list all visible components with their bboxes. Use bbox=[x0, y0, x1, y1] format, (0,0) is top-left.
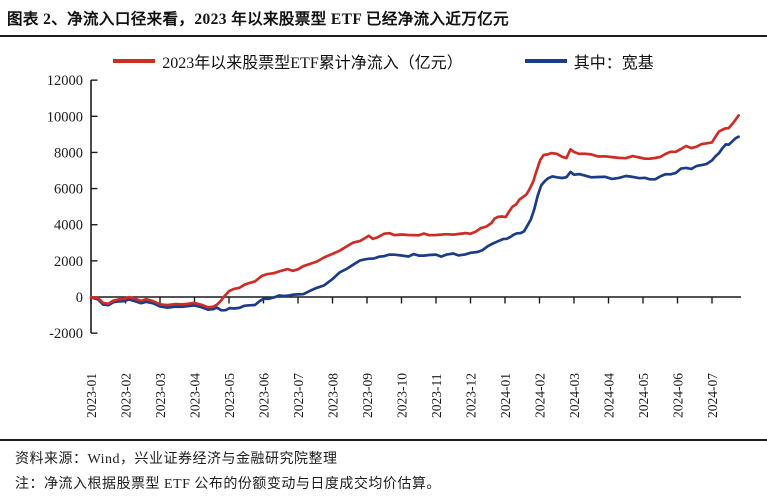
series-line-total bbox=[89, 114, 740, 309]
x-tick-label: 2023-04 bbox=[188, 373, 203, 418]
x-tick-label: 2023-12 bbox=[464, 373, 479, 418]
series-line-broad_base bbox=[89, 135, 740, 312]
source-note: 资料来源：Wind，兴业证券经济与金融研究院整理 bbox=[15, 452, 338, 467]
x-tick-label: 2023-01 bbox=[84, 373, 99, 418]
y-tick-label: 4000 bbox=[54, 218, 83, 234]
legend-label-broad-base: 其中：宽基 bbox=[573, 55, 654, 72]
x-tick-label: 2024-01 bbox=[498, 373, 513, 418]
method-note: 注：净流入根据股票型 ETF 公布的份额变动与日度成交均价估算。 bbox=[15, 477, 441, 492]
legend-label-total: 2023年以来股票型ETF累计净流入（亿元） bbox=[162, 55, 463, 72]
x-tick-label: 2023-10 bbox=[395, 373, 410, 418]
x-tick-label: 2023-08 bbox=[326, 373, 341, 418]
x-tick-label: 2023-05 bbox=[222, 373, 237, 418]
x-tick-label: 2024-04 bbox=[602, 373, 617, 418]
legend-line-swatch-red bbox=[113, 59, 156, 63]
y-tick-label: 0 bbox=[76, 290, 83, 306]
chart-legend: 2023年以来股票型ETF累计净流入（亿元） 其中：宽基 bbox=[0, 49, 767, 73]
title-divider bbox=[0, 35, 767, 37]
x-tick-label: 2024-03 bbox=[567, 373, 582, 418]
x-tick-label: 2024-02 bbox=[533, 373, 548, 418]
y-tick-label: 12000 bbox=[47, 73, 83, 89]
footer-divider bbox=[0, 439, 767, 441]
x-tick-label: 2023-07 bbox=[291, 373, 306, 418]
x-tick-label: 2023-11 bbox=[429, 374, 444, 419]
x-tick-label: 2023-06 bbox=[257, 373, 272, 418]
y-tick-label: 10000 bbox=[47, 109, 83, 125]
legend-item-total: 2023年以来股票型ETF累计净流入（亿元） bbox=[113, 49, 463, 73]
y-tick-label: 2000 bbox=[54, 254, 83, 270]
x-tick-label: 2023-02 bbox=[119, 373, 134, 418]
y-tick-label: 6000 bbox=[54, 182, 83, 198]
figure-title: 图表 2、净流入口径来看，2023 年以来股票型 ETF 已经净流入近万亿元 bbox=[7, 11, 510, 28]
x-tick-label: 2024-06 bbox=[671, 373, 686, 418]
legend-item-broad-base: 其中：宽基 bbox=[524, 49, 654, 73]
x-tick-label: 2024-05 bbox=[636, 373, 651, 418]
y-tick-label: -2000 bbox=[49, 326, 83, 342]
x-tick-label: 2023-03 bbox=[153, 373, 168, 418]
x-tick-label: 2023-09 bbox=[360, 373, 375, 418]
cumulative-net-inflow-line-chart: -2000 0 2000 4000 6000 8000 10000 12000 2023-01 2… bbox=[47, 73, 741, 419]
y-tick-label: 8000 bbox=[54, 145, 83, 161]
legend-line-swatch-blue bbox=[524, 59, 567, 63]
x-tick-label: 2024-07 bbox=[705, 373, 720, 418]
